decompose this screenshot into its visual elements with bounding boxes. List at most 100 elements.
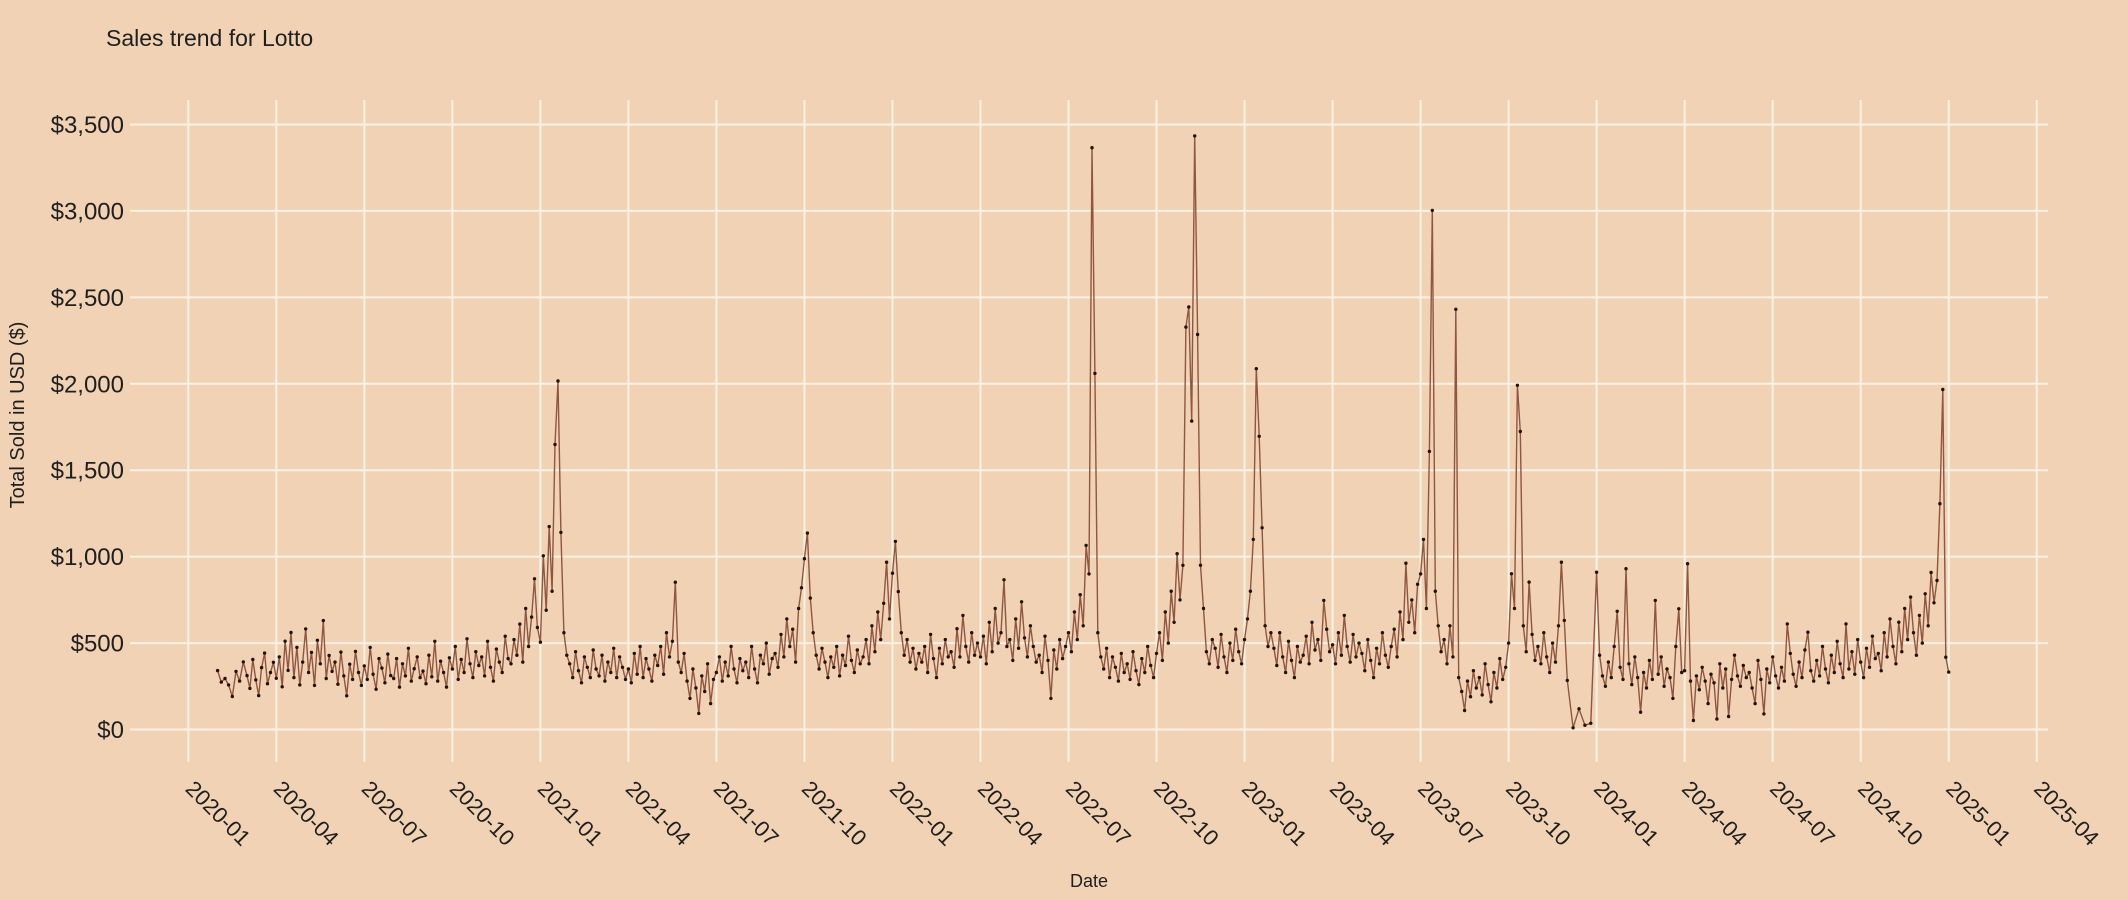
data-point-marker: [1594, 570, 1599, 574]
data-point-marker: [1677, 607, 1681, 611]
data-point-marker: [436, 679, 440, 683]
data-point-marker: [1738, 684, 1743, 688]
data-point-marker: [1489, 700, 1493, 704]
data-point-marker: [1149, 663, 1153, 668]
data-point-marker: [1316, 637, 1320, 642]
data-point-marker: [447, 656, 452, 660]
data-point-marker: [1128, 677, 1132, 682]
data-point-marker: [1536, 644, 1540, 649]
data-point-marker: [298, 683, 302, 687]
data-point-marker: [1360, 651, 1364, 656]
data-point-marker: [691, 667, 695, 671]
data-point-marker: [342, 674, 346, 678]
data-point-marker: [412, 667, 416, 671]
data-point-marker: [1198, 563, 1203, 567]
data-point-marker: [1210, 637, 1215, 642]
data-point-marker: [503, 634, 507, 638]
data-point-marker: [1929, 570, 1933, 575]
data-point-marker: [1219, 632, 1223, 637]
data-point-marker: [421, 669, 425, 673]
data-point-marker: [1741, 663, 1746, 668]
data-point-marker: [1826, 681, 1831, 685]
data-point-marker: [1213, 646, 1217, 650]
data-point-marker: [1771, 655, 1775, 659]
data-point-marker: [1245, 617, 1250, 621]
data-point-marker: [1688, 679, 1693, 683]
data-point-marker: [571, 675, 575, 680]
data-point-marker: [1903, 606, 1907, 611]
data-point-marker: [761, 662, 766, 666]
data-point-marker: [315, 638, 320, 642]
data-point-marker: [873, 650, 877, 654]
data-point-marker: [573, 650, 578, 654]
data-point-marker: [861, 655, 865, 659]
data-point-marker: [226, 683, 231, 687]
data-point-marker: [518, 622, 522, 626]
data-point-marker: [1765, 667, 1769, 671]
data-point-marker: [1254, 367, 1259, 371]
data-point-marker: [987, 620, 991, 624]
data-point-marker: [1239, 662, 1244, 666]
data-point-marker: [424, 682, 428, 686]
data-point-marker: [1829, 653, 1834, 657]
data-point-marker: [661, 672, 666, 676]
data-point-marker: [591, 648, 595, 652]
data-point-marker: [1043, 634, 1047, 638]
data-point-marker: [441, 670, 446, 675]
data-point-marker: [1374, 646, 1379, 650]
data-point-marker: [659, 644, 663, 649]
data-point-marker: [1832, 670, 1837, 675]
data-point-marker: [606, 660, 610, 664]
x-tick-label: 2023-07: [1413, 776, 1488, 851]
data-point-marker: [1756, 658, 1760, 663]
data-point-marker: [257, 693, 261, 698]
data-point-marker: [650, 679, 654, 683]
data-point-marker: [234, 669, 238, 674]
data-point-marker: [805, 531, 810, 535]
data-point-marker: [961, 613, 965, 618]
data-point-marker: [1559, 560, 1564, 564]
data-point-marker: [1509, 572, 1514, 576]
data-point-marker: [1691, 718, 1696, 723]
data-point-marker: [389, 673, 393, 678]
data-point-marker: [1504, 665, 1508, 669]
data-point-marker: [526, 644, 531, 649]
data-point-marker: [952, 665, 956, 669]
data-point-marker: [1327, 650, 1332, 654]
x-tick-label: 2023-04: [1325, 776, 1400, 851]
data-point-marker: [438, 659, 443, 663]
data-point-marker: [732, 667, 736, 671]
data-point-marker: [729, 644, 733, 649]
data-point-marker: [785, 617, 789, 621]
data-point-marker: [1242, 637, 1247, 642]
data-point-marker: [620, 665, 625, 669]
data-point-marker: [383, 681, 387, 685]
data-point-marker: [600, 653, 604, 657]
data-point-marker: [826, 675, 830, 680]
data-point-marker: [943, 637, 947, 642]
x-tick-label: 2020-10: [445, 776, 520, 851]
data-point-marker: [1228, 641, 1232, 645]
data-point-marker: [262, 651, 267, 655]
data-point-marker: [949, 650, 953, 654]
data-point-marker: [1850, 650, 1854, 654]
data-point-marker: [1336, 631, 1341, 635]
data-point-marker: [1530, 632, 1534, 637]
data-point-marker: [1712, 681, 1716, 685]
data-point-marker: [1944, 655, 1948, 659]
data-point-marker: [615, 675, 619, 680]
data-point-marker: [641, 675, 645, 680]
data-point-marker: [958, 655, 962, 659]
data-point-marker: [547, 524, 551, 529]
data-point-marker: [670, 639, 675, 643]
data-point-marker: [849, 658, 854, 663]
data-point-marker: [1401, 637, 1405, 642]
data-point-marker: [629, 681, 633, 685]
data-point-marker: [277, 655, 281, 659]
data-point-marker: [400, 662, 405, 666]
data-point-marker: [1040, 670, 1044, 675]
data-point-marker: [1495, 686, 1499, 690]
data-point-marker: [482, 674, 487, 678]
data-point-marker: [1231, 658, 1235, 663]
